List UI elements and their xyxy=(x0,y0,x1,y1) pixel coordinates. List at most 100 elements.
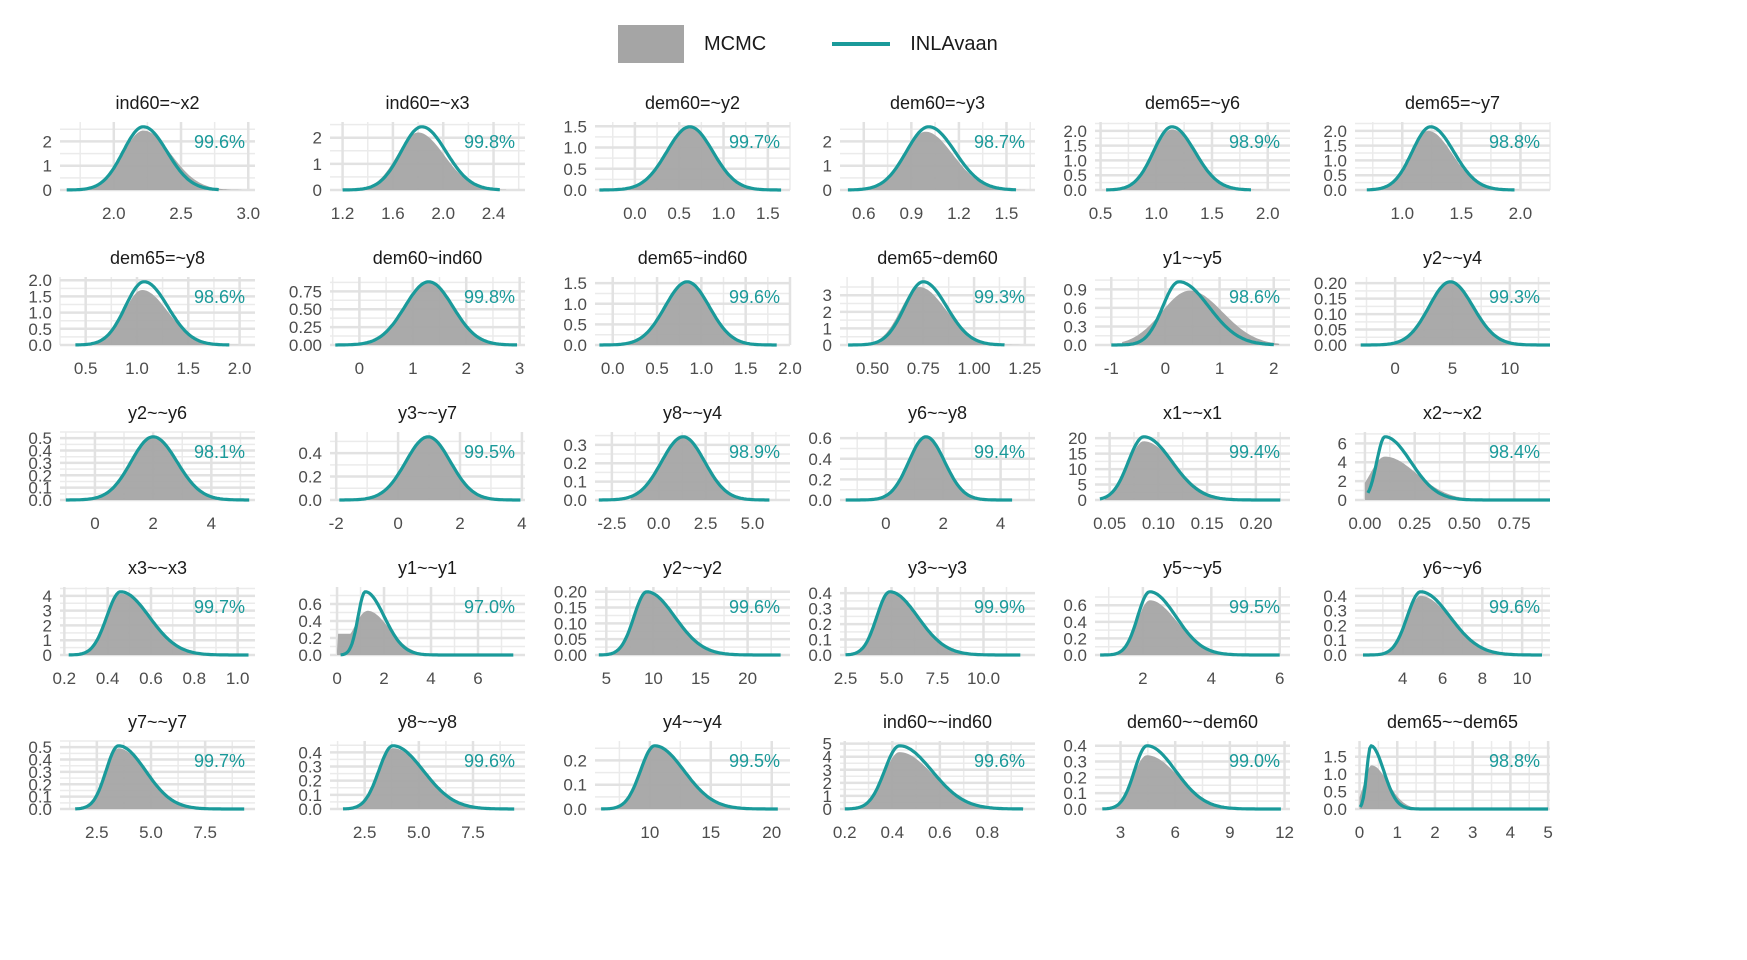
inlavaan-density-line xyxy=(1102,744,1281,811)
agreement-percent: 99.6% xyxy=(194,132,245,152)
panel-title: dem60~ind60 xyxy=(373,248,483,268)
agreement-percent: 98.9% xyxy=(729,442,780,462)
y-tick-label: 0.9 xyxy=(1063,280,1087,299)
x-tick-label: 5 xyxy=(602,669,611,688)
facet-panel: y1~~y5 98.6% 0.00.30.60.9 -1 0 1 2 xyxy=(1063,248,1290,378)
y-tick-label: 0.5 xyxy=(563,315,587,334)
x-tick-label: 1.0 xyxy=(1144,204,1168,223)
y-tick-label: 1 xyxy=(823,319,832,338)
y-tick-label: 0.3 xyxy=(808,600,832,619)
x-tick-label: 0 xyxy=(393,514,402,533)
y-tick-label: 0.2 xyxy=(563,454,587,473)
y-tick-label: 0.0 xyxy=(298,646,322,665)
y-tick-label: 0.3 xyxy=(1063,753,1087,772)
y-tick-label: 1.0 xyxy=(1323,765,1347,784)
facet-panel: y6~~y6 99.6% 0.00.10.20.30.4 4 6 8 10 xyxy=(1323,558,1550,688)
panel-title: y8~~y8 xyxy=(398,712,457,732)
x-tick-label: 0.5 xyxy=(645,359,669,378)
y-tick-label: 1.0 xyxy=(28,304,52,323)
y-tick-label: 3 xyxy=(43,602,52,621)
agreement-percent: 99.9% xyxy=(974,597,1025,617)
agreement-percent: 98.6% xyxy=(194,287,245,307)
panel-title: y2~~y4 xyxy=(1423,248,1482,268)
x-tick-label: 1.2 xyxy=(331,204,355,223)
y-tick-label: 0.0 xyxy=(298,800,322,819)
x-tick-label: 2.0 xyxy=(102,204,126,223)
y-tick-label: 1.0 xyxy=(563,139,587,158)
x-tick-label: 0.2 xyxy=(53,669,77,688)
y-tick-label: 20 xyxy=(1068,429,1087,448)
x-tick-label: 0 xyxy=(1390,359,1399,378)
x-tick-label: 9 xyxy=(1225,823,1234,842)
y-tick-label: 0.1 xyxy=(1323,631,1347,650)
panel-title: dem65=~y7 xyxy=(1405,93,1500,113)
x-tick-label: 2 xyxy=(455,514,464,533)
y-tick-label: 0.6 xyxy=(1063,299,1087,318)
y-tick-label: 5 xyxy=(1078,476,1087,495)
y-tick-label: 0.2 xyxy=(1063,629,1087,648)
x-tick-label: 4 xyxy=(1207,669,1216,688)
x-tick-label: 6 xyxy=(1170,823,1179,842)
agreement-percent: 98.7% xyxy=(974,132,1025,152)
x-tick-label: 0.20 xyxy=(1239,514,1272,533)
agreement-percent: 99.8% xyxy=(464,132,515,152)
x-tick-label: 0.10 xyxy=(1142,514,1175,533)
y-tick-label: 0.00 xyxy=(289,336,322,355)
x-tick-label: 0.0 xyxy=(601,359,625,378)
y-tick-label: 0.3 xyxy=(563,436,587,455)
x-tick-label: 1.5 xyxy=(1200,204,1224,223)
y-tick-label: 0.2 xyxy=(808,470,832,489)
x-tick-label: 5 xyxy=(1543,823,1552,842)
y-tick-label: 1.5 xyxy=(28,287,52,306)
facet-panel: y6~~y8 99.4% 0.0 0.20.4 0.6 0 2 4 xyxy=(808,403,1035,533)
y-tick-label: 0.00 xyxy=(1314,336,1347,355)
mcmc-density-area xyxy=(1374,595,1533,655)
y-tick-label: 10 xyxy=(1068,460,1087,479)
agreement-percent: 98.8% xyxy=(1489,751,1540,771)
facet-panel: y4~~y4 99.5% 0.0 0.1 0.2 10 15 20 xyxy=(563,712,790,842)
mcmc-density-area xyxy=(1122,290,1280,345)
x-tick-label: 7.5 xyxy=(193,823,217,842)
facet-panel: y5~~y5 99.5% 0.00.20.40.6 2 4 6 xyxy=(1063,558,1290,688)
x-tick-label: 1.0 xyxy=(1390,204,1414,223)
y-tick-label: 0.05 xyxy=(554,630,587,649)
y-tick-label: 0.15 xyxy=(554,599,587,618)
facet-panel: y7~~y7 99.7% 0.00.10.20.30.40.5 2.5 5.0 7.5 xyxy=(28,712,255,842)
x-tick-label: 2 xyxy=(1430,823,1439,842)
panel-title: dem60=~y3 xyxy=(890,93,985,113)
legend-line-inlavaan xyxy=(832,42,891,46)
x-tick-label: 0 xyxy=(1161,359,1170,378)
panel-title: dem65=~y6 xyxy=(1145,93,1240,113)
panel-title: y8~~y4 xyxy=(663,403,722,423)
y-tick-label: 0.0 xyxy=(563,491,587,510)
y-tick-label: 0.1 xyxy=(563,473,587,492)
y-tick-label: 3 xyxy=(823,286,832,305)
y-tick-label: 0.0 xyxy=(1323,181,1347,200)
inlavaan-density-line xyxy=(339,435,521,502)
x-tick-label: 0.2 xyxy=(833,823,857,842)
x-tick-label: 1.00 xyxy=(958,359,991,378)
y-tick-label: 0.0 xyxy=(28,336,52,355)
x-tick-label: 0.00 xyxy=(1348,514,1381,533)
y-tick-label: 0 xyxy=(43,181,52,200)
panel-title: x1~~x1 xyxy=(1163,403,1222,423)
inlavaan-density-line xyxy=(335,280,518,347)
agreement-percent: 99.5% xyxy=(464,442,515,462)
facet-panel: y8~~y8 99.6% 0.00.10.20.30.4 2.5 5.0 7.5 xyxy=(298,712,525,842)
y-tick-label: 0.4 xyxy=(298,612,322,631)
x-tick-label: 0.9 xyxy=(900,204,924,223)
y-tick-label: 0.5 xyxy=(1323,166,1347,185)
mcmc-density-area xyxy=(871,436,1001,500)
agreement-percent: 98.8% xyxy=(1489,132,1540,152)
y-tick-label: 1 xyxy=(823,157,832,176)
x-tick-label: 4 xyxy=(517,514,526,533)
y-tick-label: 0.1 xyxy=(298,786,322,805)
y-tick-label: 0.2 xyxy=(563,751,587,770)
inlavaan-density-line xyxy=(847,125,1017,192)
facet-panel: y2~~y4 99.3% 0.000.050.100.150.20 0 5 10 xyxy=(1314,248,1550,378)
x-tick-label: 2.5 xyxy=(169,204,193,223)
